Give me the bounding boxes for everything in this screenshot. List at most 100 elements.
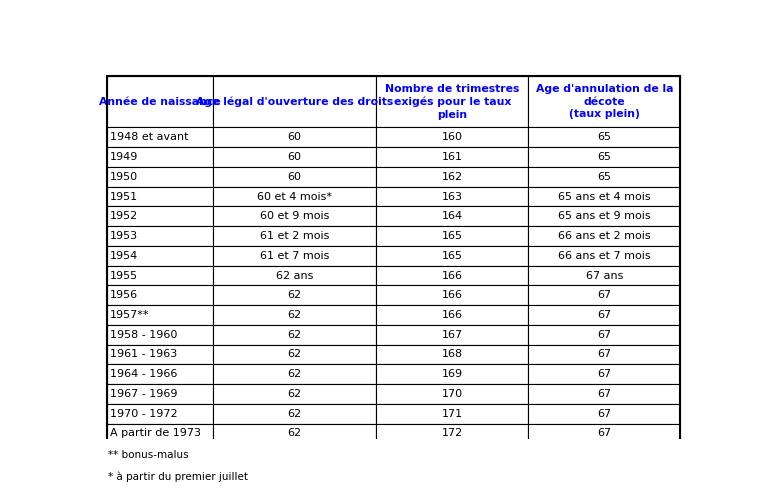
Bar	[528, 285, 680, 305]
Bar	[528, 207, 680, 226]
Bar	[107, 305, 213, 325]
Bar	[213, 187, 376, 207]
Text: 65: 65	[598, 172, 611, 182]
Text: 65: 65	[598, 132, 611, 142]
Bar	[376, 147, 528, 167]
Text: 166: 166	[442, 290, 463, 300]
Text: A partir de 1973: A partir de 1973	[111, 428, 201, 438]
Bar	[376, 246, 528, 266]
Bar	[213, 167, 376, 187]
Bar	[213, 345, 376, 364]
Bar	[376, 207, 528, 226]
Bar	[376, 285, 528, 305]
Bar	[107, 226, 213, 246]
Text: 165: 165	[442, 231, 463, 241]
Bar	[376, 404, 528, 423]
Text: 67: 67	[598, 389, 611, 399]
Bar	[107, 167, 213, 187]
Bar	[107, 246, 213, 266]
Bar	[213, 246, 376, 266]
Bar	[528, 384, 680, 404]
Text: 1954: 1954	[111, 251, 138, 261]
Text: 67: 67	[598, 428, 611, 438]
Bar	[213, 423, 376, 443]
Bar	[528, 76, 680, 128]
Bar	[213, 384, 376, 404]
Bar	[528, 246, 680, 266]
Text: 1956: 1956	[111, 290, 138, 300]
Text: 165: 165	[442, 251, 463, 261]
Bar	[213, 305, 376, 325]
Text: 1952: 1952	[111, 211, 138, 221]
Text: 1951: 1951	[111, 192, 138, 202]
Text: 1967 - 1969: 1967 - 1969	[111, 389, 177, 399]
Text: 160: 160	[442, 132, 463, 142]
Text: 161: 161	[442, 152, 463, 162]
Text: 167: 167	[442, 330, 463, 340]
Bar	[107, 325, 213, 345]
Text: 166: 166	[442, 310, 463, 320]
Text: Nombre de trimestres
exigés pour le taux
plein: Nombre de trimestres exigés pour le taux…	[386, 84, 520, 120]
Bar	[376, 423, 528, 443]
Bar	[107, 345, 213, 364]
Text: 1964 - 1966: 1964 - 1966	[111, 369, 177, 379]
Bar	[376, 167, 528, 187]
Text: 60: 60	[288, 132, 302, 142]
Bar	[107, 128, 213, 147]
Text: 1955: 1955	[111, 271, 138, 281]
Text: Age d'annulation de la
décote
(taux plein): Age d'annulation de la décote (taux plei…	[536, 84, 674, 119]
Bar	[528, 226, 680, 246]
Text: 61 et 7 mois: 61 et 7 mois	[260, 251, 329, 261]
Bar	[376, 266, 528, 285]
Bar	[376, 128, 528, 147]
Bar	[528, 147, 680, 167]
Text: 67: 67	[598, 290, 611, 300]
Text: 67: 67	[598, 330, 611, 340]
Text: 60 et 9 mois: 60 et 9 mois	[260, 211, 329, 221]
Bar	[213, 128, 376, 147]
Text: 67: 67	[598, 369, 611, 379]
Text: 1957**: 1957**	[111, 310, 150, 320]
Text: 170: 170	[442, 389, 463, 399]
Bar	[213, 226, 376, 246]
Text: 66 ans et 2 mois: 66 ans et 2 mois	[558, 231, 650, 241]
Text: 164: 164	[442, 211, 463, 221]
Bar	[213, 325, 376, 345]
Text: 172: 172	[442, 428, 463, 438]
Text: 1970 - 1972: 1970 - 1972	[111, 409, 178, 419]
Bar	[528, 364, 680, 384]
Bar	[107, 266, 213, 285]
Bar	[376, 384, 528, 404]
Text: 65 ans et 9 mois: 65 ans et 9 mois	[558, 211, 650, 221]
Text: 60: 60	[288, 152, 302, 162]
Text: 67: 67	[598, 350, 611, 359]
Text: 166: 166	[442, 271, 463, 281]
Bar	[528, 423, 680, 443]
Text: * à partir du premier juillet: * à partir du premier juillet	[108, 471, 249, 482]
Bar	[376, 226, 528, 246]
Bar	[107, 147, 213, 167]
Bar	[107, 404, 213, 423]
Bar	[213, 147, 376, 167]
Text: 1953: 1953	[111, 231, 138, 241]
Text: Age légal d'ouverture des droits: Age légal d'ouverture des droits	[196, 97, 393, 107]
Text: 65: 65	[598, 152, 611, 162]
Bar	[528, 305, 680, 325]
Bar	[528, 167, 680, 187]
Text: 65 ans et 4 mois: 65 ans et 4 mois	[558, 192, 650, 202]
Text: 1950: 1950	[111, 172, 138, 182]
Text: ** bonus-malus: ** bonus-malus	[108, 450, 189, 460]
Bar	[107, 285, 213, 305]
Bar	[528, 128, 680, 147]
Text: 168: 168	[442, 350, 463, 359]
Bar	[376, 305, 528, 325]
Text: 67: 67	[598, 310, 611, 320]
Text: 60: 60	[288, 172, 302, 182]
Text: 62: 62	[287, 389, 302, 399]
Text: 163: 163	[442, 192, 463, 202]
Text: Année de naissance: Année de naissance	[99, 97, 220, 107]
Bar	[213, 285, 376, 305]
Text: 169: 169	[442, 369, 463, 379]
Text: 62: 62	[287, 290, 302, 300]
Text: 162: 162	[442, 172, 463, 182]
